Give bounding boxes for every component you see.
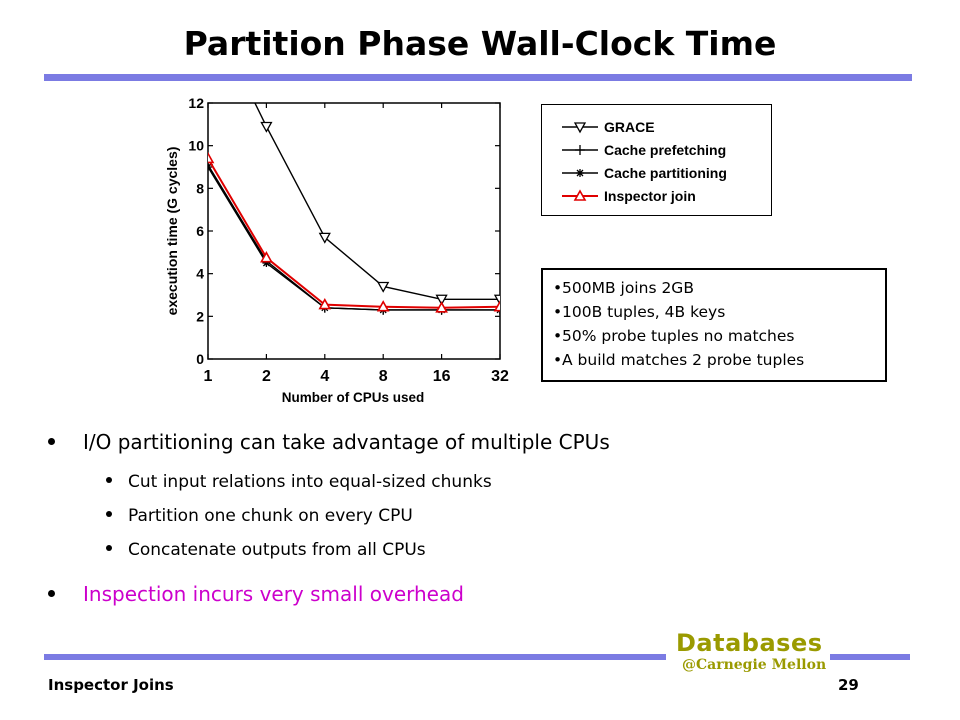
legend-label: GRACE — [604, 119, 655, 135]
legend-label: Inspector join — [604, 188, 696, 204]
footer-title: Inspector Joins — [48, 676, 174, 694]
y-tick-label: 2 — [196, 308, 204, 324]
note-item: •50% probe tuples no matches — [553, 327, 795, 345]
bullet-main: I/O partitioning can take advantage of m… — [48, 430, 610, 454]
bullet-sub: Concatenate outputs from all CPUs — [106, 540, 426, 560]
data-point — [260, 251, 273, 263]
series-line — [208, 166, 500, 311]
brand-carnegie-mellon: @Carnegie Mellon — [682, 657, 827, 673]
footer-rule — [44, 654, 666, 660]
data-point — [208, 151, 215, 164]
series-inspector-join — [208, 151, 500, 313]
legend-marker — [575, 145, 585, 155]
series-line — [208, 157, 500, 309]
bullet-dot-icon — [106, 545, 112, 551]
data-point — [435, 301, 448, 313]
data-point — [377, 281, 390, 293]
x-tick-label: 32 — [491, 368, 509, 385]
x-tick-label: 2 — [262, 368, 271, 385]
data-point — [260, 121, 273, 133]
bullet-highlight: Inspection incurs very small overhead — [48, 582, 464, 606]
legend-entry: Cache partitioning — [562, 165, 727, 181]
bullet-dot-icon — [106, 511, 112, 517]
y-tick-label: 6 — [196, 223, 204, 239]
brand-databases: Databases — [676, 629, 823, 657]
bullet-dot-icon — [106, 477, 112, 483]
series-line — [208, 164, 500, 311]
legend-marker — [576, 169, 584, 177]
x-tick-label: 4 — [320, 368, 329, 385]
page-number: 29 — [838, 676, 859, 694]
data-point — [376, 300, 390, 312]
y-tick-label: 10 — [188, 138, 204, 154]
y-tick-label: 12 — [188, 95, 204, 111]
y-tick-label: 0 — [196, 351, 204, 367]
data-point — [493, 300, 500, 312]
bullet-sub: Partition one chunk on every CPU — [106, 506, 413, 526]
y-tick-label: 8 — [196, 180, 204, 196]
series-cache-partitioning — [208, 163, 500, 314]
y-tick-label: 4 — [196, 266, 204, 282]
x-tick-label: 8 — [379, 368, 388, 385]
data-point — [493, 294, 500, 306]
note-item: •100B tuples, 4B keys — [553, 303, 726, 321]
y-axis-label: execution time (G cycles) — [164, 147, 180, 316]
data-point — [435, 294, 448, 306]
data-point — [318, 232, 331, 244]
experiment-notes-box: •500MB joins 2GB •100B tuples, 4B keys •… — [541, 268, 887, 382]
legend-entry: Cache prefetching — [562, 142, 726, 158]
data-point — [203, 3, 213, 12]
note-item: •A build matches 2 probe tuples — [553, 351, 805, 369]
bullet-dot-icon — [48, 438, 55, 445]
data-point — [318, 297, 332, 310]
series-grace — [203, 3, 500, 306]
note-item: •500MB joins 2GB — [553, 279, 694, 297]
x-tick-label: 1 — [204, 368, 213, 385]
data-point — [262, 259, 271, 267]
title-rule — [44, 74, 912, 81]
legend-marker — [573, 122, 587, 134]
x-axis-label: Number of CPUs used — [282, 390, 425, 405]
series-cache-prefetching — [208, 159, 500, 315]
legend-label: Cache prefetching — [604, 142, 726, 158]
series-line — [254, 103, 500, 300]
bullet-dot-icon — [48, 590, 55, 597]
legend-marker — [573, 189, 587, 201]
legend-entry: Inspector join — [562, 188, 696, 204]
slide-title: Partition Phase Wall-Clock Time — [183, 24, 777, 63]
footer-rule — [830, 654, 910, 660]
legend-entry: GRACE — [562, 119, 655, 135]
legend-label: Cache partitioning — [604, 165, 727, 181]
bullet-sub: Cut input relations into equal-sized chu… — [106, 472, 492, 492]
chart-legend: GRACE Cache prefetching Cache partitioning… — [541, 104, 772, 216]
x-tick-label: 16 — [433, 368, 451, 385]
